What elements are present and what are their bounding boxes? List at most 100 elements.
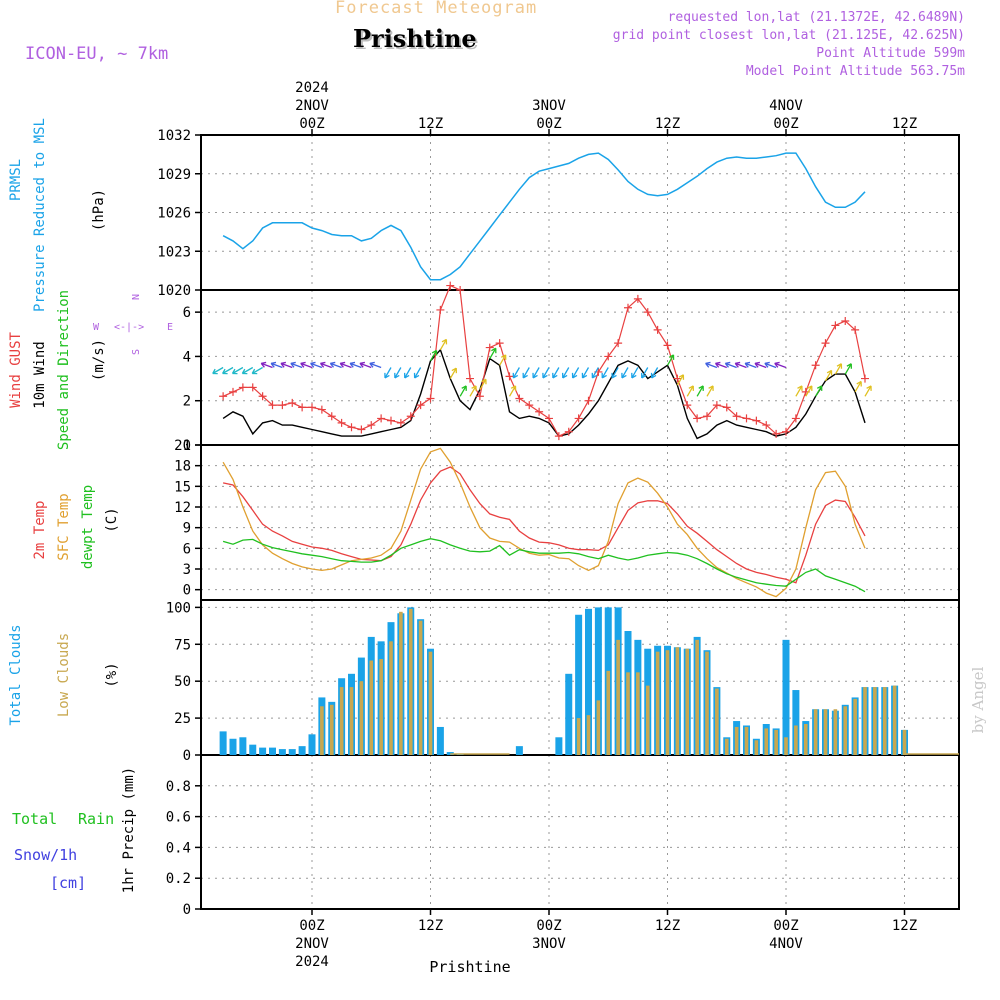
wind-direction-arrow [460,386,466,396]
gust-marker [387,417,395,425]
low-cloud-bar [606,671,610,755]
label-wind-gust: Wind GUST [8,332,24,408]
gust-marker [278,401,286,409]
gust-marker [535,408,543,416]
ytick-label: 50 [174,674,191,690]
label-10m-wind: 10m Wind [32,341,48,408]
low-cloud-bar [616,640,620,755]
low-cloud-bar [804,724,808,755]
low-cloud-bar [695,640,699,755]
low-cloud-bar [320,706,324,755]
top-day-label: 2NOV [295,98,329,114]
gust-marker [219,392,227,400]
wind-direction-arrow [350,362,361,367]
total-cloud-bar [309,734,316,755]
gust-marker [328,412,336,420]
wind-direction-arrow [796,386,802,396]
wind-direction-arrow [523,368,529,378]
ytick-label: 2 [183,394,191,410]
wind-direction-arrow [232,368,242,374]
ytick-label: 0.8 [166,779,191,795]
wind-direction-arrow [301,362,312,367]
low-cloud-bar [745,727,749,755]
low-cloud-bar [389,641,393,755]
wind-direction-arrow [697,386,703,396]
top-time-label: 00Z [536,116,561,132]
ytick-label: 1029 [157,167,191,183]
low-cloud-bar [587,715,591,755]
label-percent: (%) [104,662,120,687]
ytick-label: 1026 [157,206,191,222]
total-cloud-bar [299,746,306,755]
label-total: Total [12,810,57,828]
low-cloud-bar [903,730,907,755]
gust-marker [743,414,751,422]
label-ms: (m/s) [91,339,107,381]
ytick-label: 15 [174,479,191,495]
wind-direction-arrow [612,368,618,378]
low-cloud-bar [735,727,739,755]
ytick-label: 0.4 [166,840,191,856]
low-cloud-bar [853,699,857,755]
low-cloud-bar [597,700,601,755]
label-celsius: (C) [104,507,120,532]
low-cloud-bar [656,652,660,755]
gust-marker [644,308,652,316]
total-cloud-bar [220,731,227,755]
ytick-label: 6 [183,305,191,321]
wind-direction-arrow [543,368,549,378]
top-time-label: 00Z [299,116,324,132]
top-time-label: 12Z [655,116,680,132]
gust-marker [338,419,346,427]
wind-direction-arrow [632,368,638,378]
total-cloud-bar [239,737,246,755]
gust-marker [822,339,830,347]
wind-direction-arrow [573,368,579,378]
footer-station: Prishtine [429,958,510,976]
low-cloud-bar [685,649,689,755]
wind-direction-arrow [320,362,331,367]
label-speed-direction: Speed and Direction [56,290,72,450]
gust-marker [348,423,356,431]
ytick-label: 0 [183,902,191,918]
wind-direction-arrow [510,386,516,396]
ytick-label: 25 [174,711,191,727]
low-cloud-bar [814,709,818,755]
wind-direction-arrow [816,386,822,396]
temp2m-line [223,467,865,583]
ytick-label: 21 [174,438,191,454]
low-cloud-bar [764,728,768,755]
gust-marker [664,341,672,349]
gust-marker [585,397,593,405]
ytick-label: 100 [166,600,191,616]
wind-direction-arrow [533,368,539,378]
label-precip: 1hr Precip (mm) [121,767,137,893]
gust-marker [229,388,237,396]
low-cloud-bar [419,621,423,755]
wind-direction-arrow [602,368,608,378]
compass-west: W [93,322,100,333]
label-2m-temp: 2m Temp [32,500,48,559]
low-cloud-bar [350,687,354,755]
dewpt-line [223,539,865,592]
wind-direction-arrow [440,339,446,349]
wind-direction-arrow [242,368,252,374]
low-cloud-bar [705,652,709,755]
wind-direction-arrow [450,368,456,378]
wind-direction-arrow [415,368,421,378]
low-cloud-bar [774,730,778,755]
label-low-clouds: Low Clouds [56,633,72,717]
low-cloud-bar [646,686,650,755]
gust-marker [298,403,306,411]
low-cloud-bar [784,737,788,755]
label-pressure-msl: Pressure Reduced to MSL [32,118,48,312]
panel-frame [201,290,959,445]
low-cloud-bar [893,686,897,755]
total-cloud-bar [516,746,523,755]
low-cloud-bar [834,709,838,755]
wind-direction-arrow [745,362,756,367]
low-cloud-bar [636,672,640,755]
ytick-label: 12 [174,500,191,516]
label-cm: [cm] [50,874,86,892]
wind-direction-arrow [582,368,588,378]
